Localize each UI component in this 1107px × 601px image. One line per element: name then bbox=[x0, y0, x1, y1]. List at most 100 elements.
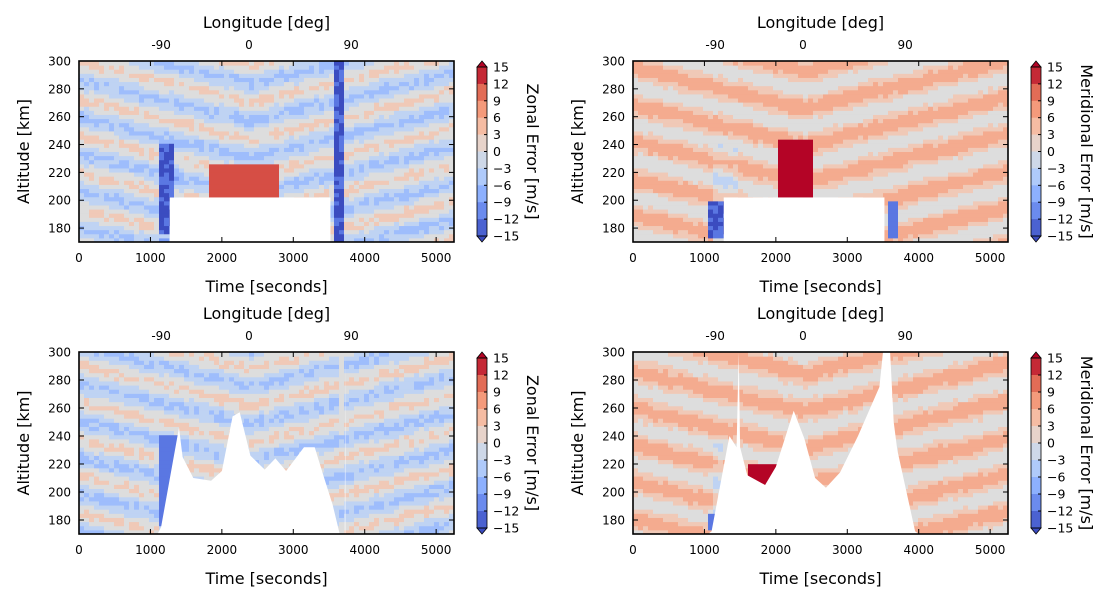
heatmap-cell bbox=[693, 89, 699, 95]
heatmap-cell bbox=[693, 204, 699, 210]
heatmap-cell bbox=[813, 130, 819, 136]
heatmap-cell bbox=[698, 114, 704, 120]
heatmap-cell bbox=[668, 213, 674, 218]
heatmap-cell bbox=[444, 139, 450, 144]
heatmap-cell bbox=[758, 65, 764, 70]
heatmap-cell bbox=[633, 159, 639, 165]
heatmap-cell bbox=[753, 89, 759, 95]
heatmap-cell bbox=[364, 85, 370, 91]
heatmap-cell bbox=[658, 102, 664, 107]
heatmap-cell bbox=[99, 135, 105, 140]
heatmap-cell bbox=[224, 81, 230, 87]
heatmap-cell bbox=[678, 77, 684, 83]
heatmap-cell bbox=[653, 163, 659, 169]
heatmap-cell bbox=[369, 118, 375, 124]
heatmap-cell bbox=[359, 81, 365, 87]
heatmap-cell bbox=[683, 225, 689, 231]
heatmap-cell bbox=[334, 155, 340, 161]
heatmap-cell bbox=[139, 65, 145, 70]
heatmap-cell bbox=[249, 139, 255, 144]
heatmap-cell bbox=[99, 180, 105, 185]
heatmap-cell bbox=[119, 110, 125, 115]
heatmap-cell bbox=[713, 65, 719, 70]
heatmap-cell bbox=[159, 221, 165, 227]
heatmap-cell bbox=[379, 147, 385, 152]
heatmap-cell bbox=[334, 225, 340, 231]
heatmap-cell bbox=[663, 69, 669, 74]
heatmap-cell bbox=[224, 69, 230, 74]
heatmap-cell bbox=[364, 167, 370, 173]
heatmap-cell bbox=[304, 69, 310, 74]
heatmap-cell bbox=[389, 114, 395, 120]
heatmap-cell bbox=[84, 102, 90, 107]
heatmap-cell bbox=[269, 65, 275, 70]
heatmap-cell bbox=[364, 184, 370, 190]
heatmap-cell bbox=[279, 122, 285, 128]
heatmap-cell bbox=[104, 221, 110, 227]
heatmap-cell bbox=[713, 217, 719, 222]
heatmap-cell bbox=[289, 65, 295, 70]
heatmap-cell bbox=[748, 188, 754, 194]
heatmap-cell bbox=[139, 192, 145, 198]
heatmap-cell bbox=[404, 73, 410, 78]
heatmap-cell bbox=[688, 102, 694, 107]
heatmap-cell bbox=[149, 196, 155, 202]
heatmap-cell bbox=[79, 192, 85, 198]
heatmap-cell bbox=[184, 77, 190, 83]
heatmap-cell bbox=[359, 122, 365, 128]
heatmap-cell bbox=[314, 143, 320, 148]
heatmap-cell bbox=[319, 143, 325, 148]
heatmap-cell bbox=[339, 184, 345, 190]
heatmap-cell bbox=[803, 85, 809, 91]
heatmap-cell bbox=[693, 114, 699, 120]
heatmap-cell bbox=[733, 69, 739, 74]
heatmap-cell bbox=[808, 77, 814, 83]
heatmap-cell bbox=[728, 130, 734, 136]
heatmap-cell bbox=[99, 217, 105, 222]
heatmap-cell bbox=[713, 81, 719, 87]
heatmap-cell bbox=[633, 143, 639, 148]
heatmap-cell bbox=[139, 237, 145, 243]
heatmap-cell bbox=[763, 81, 769, 87]
heatmap-cell bbox=[419, 221, 425, 227]
heatmap-cell bbox=[793, 159, 799, 165]
heatmap-cell bbox=[344, 192, 350, 198]
heatmap-cell bbox=[384, 192, 390, 198]
heatmap-cell bbox=[409, 147, 415, 152]
heatmap-cell bbox=[748, 176, 754, 181]
heatmap-cell bbox=[439, 221, 445, 227]
heatmap-cell bbox=[304, 77, 310, 83]
heatmap-cell bbox=[743, 143, 749, 148]
heatmap-cell bbox=[144, 229, 150, 235]
heatmap-cell bbox=[449, 118, 455, 124]
heatmap-cell bbox=[813, 143, 819, 148]
heatmap-cell bbox=[384, 167, 390, 173]
heatmap-cell bbox=[374, 225, 380, 231]
heatmap-cell bbox=[409, 233, 415, 239]
heatmap-cell bbox=[109, 135, 115, 140]
heatmap-cell bbox=[758, 106, 764, 111]
heatmap-cell bbox=[728, 155, 734, 161]
heatmap-cell bbox=[379, 200, 385, 206]
heatmap-cell bbox=[763, 192, 769, 198]
heatmap-cell bbox=[384, 98, 390, 103]
heatmap-cell bbox=[79, 229, 85, 235]
heatmap-cell bbox=[813, 172, 819, 177]
heatmap-cell bbox=[154, 163, 160, 169]
heatmap-cell bbox=[249, 118, 255, 124]
heatmap-cell bbox=[174, 89, 180, 95]
heatmap-cell bbox=[299, 130, 305, 136]
heatmap-cell bbox=[149, 106, 155, 111]
heatmap-cell bbox=[284, 61, 290, 66]
heatmap-cell bbox=[229, 114, 235, 120]
heatmap-cell bbox=[688, 106, 694, 111]
heatmap-cell bbox=[294, 151, 300, 157]
heatmap-cell bbox=[159, 73, 165, 78]
heatmap-cell bbox=[434, 225, 440, 231]
heatmap-cell bbox=[99, 204, 105, 210]
heatmap-cell bbox=[658, 65, 664, 70]
heatmap-cell bbox=[693, 65, 699, 70]
heatmap-cell bbox=[354, 93, 360, 99]
heatmap-cell bbox=[419, 213, 425, 218]
heatmap-cell bbox=[114, 233, 120, 239]
